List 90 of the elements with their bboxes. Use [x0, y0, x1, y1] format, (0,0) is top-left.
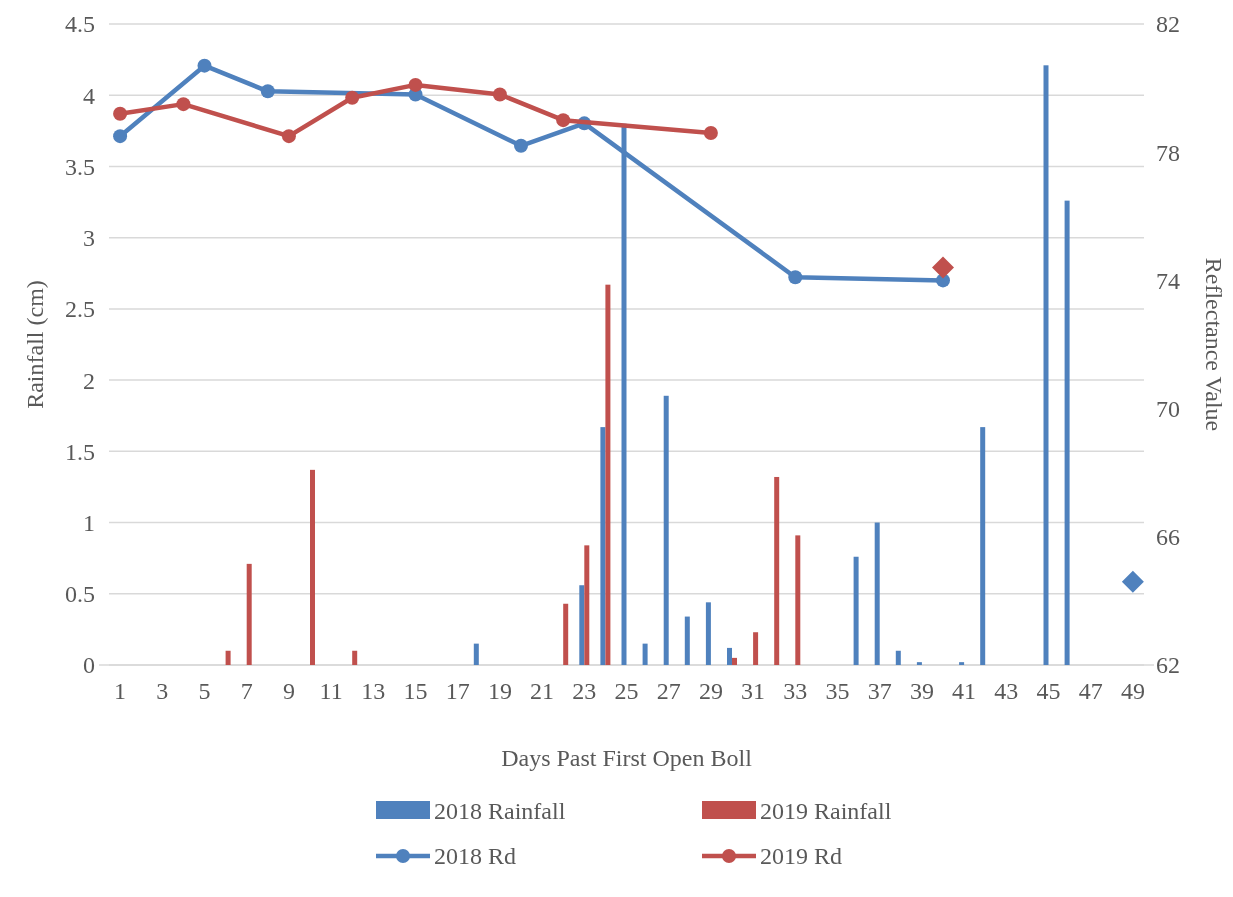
bar [352, 650, 358, 665]
legend-label: 2019 Rainfall [760, 798, 892, 825]
bar [753, 632, 759, 665]
point [932, 256, 954, 279]
x-tick-label: 41 [952, 678, 977, 704]
y-tick-label: 3.5 [65, 153, 95, 180]
x-tick-label: 37 [867, 678, 892, 704]
point [176, 97, 191, 112]
x-tick-label: 17 [445, 678, 470, 704]
x-tick-label: 3 [156, 678, 169, 704]
bar [600, 427, 606, 665]
bar [684, 616, 690, 665]
bar [727, 647, 732, 665]
y2-tick-label: 78 [1156, 139, 1180, 166]
point [113, 106, 128, 121]
bar [310, 469, 315, 665]
point [556, 113, 571, 128]
legend-label: 2019 Rd [760, 843, 843, 870]
point [260, 84, 275, 99]
point [197, 58, 212, 73]
x-tick-label: 29 [698, 678, 723, 704]
bar [563, 603, 569, 665]
point [492, 87, 507, 102]
bar [1064, 200, 1070, 665]
y2-tick-label: 62 [1156, 652, 1180, 679]
point [703, 125, 718, 140]
x-tick-label: 7 [240, 678, 253, 704]
y2-tick-label: 66 [1156, 524, 1180, 551]
x-tick-label: 21 [530, 678, 555, 704]
bar [605, 284, 611, 665]
bar [705, 602, 711, 665]
bar [663, 395, 669, 665]
x-tick-label: 25 [614, 678, 639, 704]
y-tick-label: 4.5 [65, 11, 95, 38]
x-tick-label: 31 [741, 678, 766, 704]
point [113, 129, 128, 144]
point [1121, 570, 1144, 593]
bar [853, 556, 859, 665]
bar [916, 662, 922, 665]
y-tick-label: 0 [83, 652, 95, 679]
y-tick-label: 2 [83, 367, 95, 394]
y-tick-label: 1.5 [65, 438, 95, 465]
x-tick-label: 43 [994, 678, 1019, 704]
x-tick-label: 49 [1120, 678, 1145, 704]
bar [795, 535, 801, 665]
bar [959, 662, 965, 665]
point [281, 129, 296, 144]
bar [473, 643, 479, 665]
x-tick-label: 11 [319, 678, 343, 704]
x-tick-label: 47 [1078, 678, 1103, 704]
point [345, 90, 360, 105]
x-tick-label: 13 [361, 678, 386, 704]
x-tick-label: 35 [825, 678, 850, 704]
y2-tick-label: 82 [1156, 11, 1180, 38]
x-tick-label: 33 [783, 678, 808, 704]
y-tick-label: 3 [83, 225, 95, 252]
x-tick-label: 45 [1036, 678, 1061, 704]
x-tick-label: 9 [282, 678, 295, 704]
point [408, 77, 423, 92]
bar [874, 522, 880, 665]
bar [895, 650, 901, 665]
x-tick-label: 39 [909, 678, 934, 704]
y2-tick-label: 74 [1156, 267, 1180, 294]
bar [1043, 65, 1049, 665]
y-tick-label: 4 [83, 82, 95, 109]
legend-label: 2018 Rainfall [434, 798, 566, 825]
bar [579, 585, 585, 665]
x-tick-label: 1 [114, 678, 127, 704]
y-axis-title: Rainfall (cm) [22, 280, 48, 409]
bar [732, 657, 737, 665]
legend-label: 2018 Rd [434, 843, 517, 870]
bar [774, 476, 780, 665]
bar [642, 643, 648, 665]
point [788, 270, 803, 285]
x-tick-label: 15 [403, 678, 428, 704]
y-tick-label: 2.5 [65, 296, 95, 323]
x-tick-label: 23 [572, 678, 597, 704]
bar [225, 650, 231, 665]
point [514, 138, 528, 153]
bar [584, 545, 590, 665]
y-tick-label: 1 [83, 509, 95, 536]
y-tick-label: 0.5 [65, 581, 95, 608]
x-tick-label: 27 [656, 678, 681, 704]
x-tick-label: 5 [198, 678, 211, 704]
x-tick-label: 19 [487, 678, 512, 704]
y2-tick-label: 70 [1156, 396, 1180, 422]
x-axis-title: Days Past First Open Boll [501, 745, 753, 771]
bar [246, 563, 252, 665]
bar [980, 427, 986, 665]
y2-axis-title: Reflectance Value [1201, 257, 1227, 432]
